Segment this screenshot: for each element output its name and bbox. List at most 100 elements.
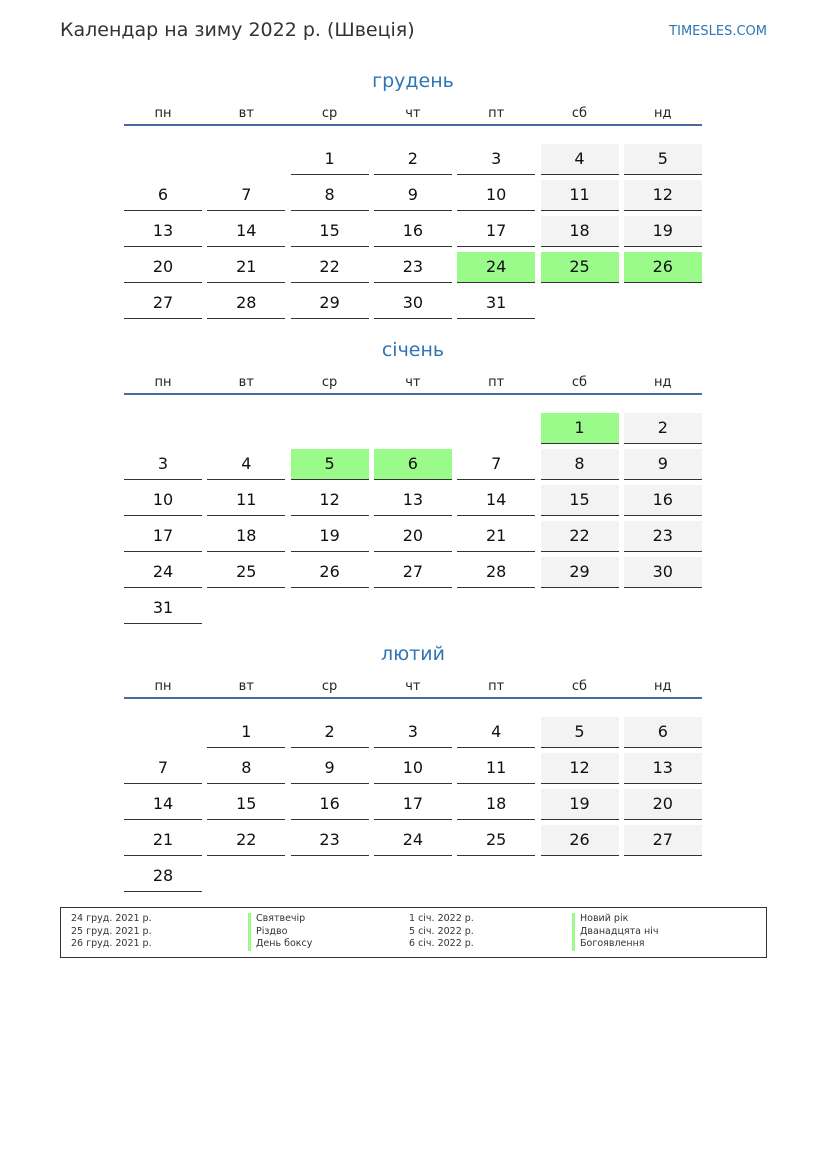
month-name: грудень	[372, 70, 454, 92]
weekday-header: сб	[571, 375, 588, 390]
day-cell: 6	[124, 180, 202, 211]
day-cell: 17	[124, 521, 202, 552]
day-cell: 7	[207, 180, 286, 211]
day-cell: 22	[207, 825, 286, 856]
day-cell: 4	[540, 144, 619, 175]
day-cell: 18	[457, 789, 536, 820]
day-cell: 17	[457, 216, 536, 247]
day-cell: 23	[373, 252, 452, 283]
weekday-header: вт	[238, 375, 254, 390]
day-cell: 9	[290, 753, 369, 784]
legend-dates-right: 1 січ. 2022 р. 5 січ. 2022 р. 6 січ. 202…	[409, 913, 474, 951]
weekday-header: пн	[154, 375, 172, 390]
day-cell: 7	[457, 449, 536, 480]
legend-date: 6 січ. 2022 р.	[409, 938, 474, 949]
day-cell: 2	[623, 413, 702, 444]
legend-holiday: Богоявлення	[572, 938, 658, 951]
legend-date: 25 груд. 2021 р.	[71, 925, 152, 937]
day-cell: 14	[457, 485, 536, 516]
weekday-header: пт	[488, 106, 505, 121]
weekday-header: чт	[405, 375, 421, 390]
day-cell: 11	[457, 753, 536, 784]
weekday-header: нд	[654, 375, 672, 390]
day-cell: 2	[373, 144, 452, 175]
day-cell: 1	[290, 144, 369, 175]
weekday-header: сб	[571, 679, 588, 694]
day-cell: 21	[124, 825, 202, 856]
legend-date: 1 січ. 2022 р.	[409, 913, 474, 924]
day-cell: 14	[207, 216, 286, 247]
day-cell: 27	[623, 825, 702, 856]
day-cell: 22	[290, 252, 369, 283]
day-cell: 9	[373, 180, 452, 211]
day-cell: 13	[124, 216, 202, 247]
weekday-header: нд	[654, 106, 672, 121]
site-link[interactable]: TIMESLES.COM	[669, 24, 767, 39]
day-cell: 20	[124, 252, 202, 283]
day-cell: 23	[290, 825, 369, 856]
day-cell: 3	[124, 449, 202, 480]
day-cell: 10	[124, 485, 202, 516]
day-cell: 16	[373, 216, 452, 247]
weekday-header: сб	[571, 106, 588, 121]
day-cell: 12	[540, 753, 619, 784]
day-cell: 28	[457, 557, 536, 588]
day-cell: 8	[540, 449, 619, 480]
day-cell: 23	[623, 521, 702, 552]
day-cell: 10	[373, 753, 452, 784]
legend-holiday: Новий рік	[572, 913, 658, 926]
day-cell: 3	[373, 717, 452, 748]
day-cell: 21	[457, 521, 536, 552]
weekday-header: ср	[321, 106, 338, 121]
weekday-header: пт	[488, 679, 505, 694]
weekday-header: пн	[154, 106, 172, 121]
day-cell: 7	[124, 753, 202, 784]
weekday-header: нд	[654, 679, 672, 694]
day-cell-holiday: 26	[623, 252, 702, 283]
legend-names-right: Новий рік Дванадцята ніч Богоявлення	[572, 913, 658, 951]
day-cell: 14	[124, 789, 202, 820]
day-cell-holiday: 6	[373, 449, 452, 480]
header-rule	[124, 393, 702, 395]
day-cell: 4	[457, 717, 536, 748]
day-cell: 31	[457, 288, 536, 319]
weekday-header: чт	[405, 679, 421, 694]
day-cell: 28	[207, 288, 286, 319]
day-cell: 19	[540, 789, 619, 820]
day-cell-holiday: 1	[540, 413, 619, 444]
day-cell: 16	[290, 789, 369, 820]
day-cell-holiday: 24	[457, 252, 536, 283]
day-cell: 10	[457, 180, 536, 211]
day-cell: 3	[457, 144, 536, 175]
header-rule	[124, 124, 702, 126]
day-cell: 27	[124, 288, 202, 319]
weekday-header: пт	[488, 375, 505, 390]
day-cell: 18	[207, 521, 286, 552]
day-cell: 13	[623, 753, 702, 784]
day-cell: 24	[373, 825, 452, 856]
day-cell: 12	[623, 180, 702, 211]
day-cell: 11	[207, 485, 286, 516]
day-cell: 19	[290, 521, 369, 552]
day-cell-holiday: 5	[290, 449, 369, 480]
day-cell: 24	[124, 557, 202, 588]
day-cell: 27	[373, 557, 452, 588]
weekday-header: чт	[405, 106, 421, 121]
day-cell: 6	[623, 717, 702, 748]
day-cell: 1	[207, 717, 286, 748]
day-cell: 18	[540, 216, 619, 247]
weekday-header: вт	[238, 106, 254, 121]
day-cell: 30	[373, 288, 452, 319]
day-cell: 15	[540, 485, 619, 516]
day-cell: 16	[623, 485, 702, 516]
day-cell: 26	[540, 825, 619, 856]
day-cell: 29	[290, 288, 369, 319]
legend-date: 24 груд. 2021 р.	[71, 913, 152, 924]
day-cell: 11	[540, 180, 619, 211]
day-cell: 19	[623, 216, 702, 247]
day-cell: 5	[540, 717, 619, 748]
weekday-header: вт	[238, 679, 254, 694]
month-name: січень	[381, 339, 445, 361]
day-cell: 25	[207, 557, 286, 588]
